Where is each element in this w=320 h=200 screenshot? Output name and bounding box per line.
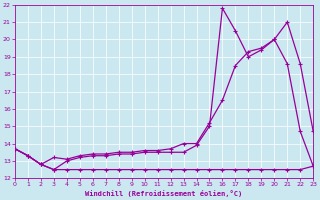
X-axis label: Windchill (Refroidissement éolien,°C): Windchill (Refroidissement éolien,°C) [85, 190, 243, 197]
